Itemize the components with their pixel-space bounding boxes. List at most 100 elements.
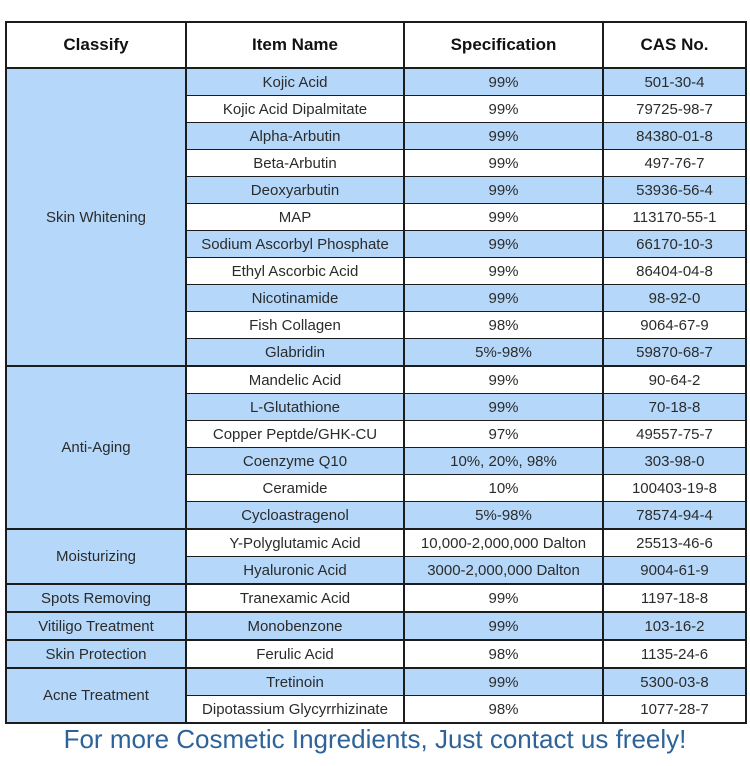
- cell-specification: 99%: [403, 583, 604, 613]
- cell-cas-no: 9004-61-9: [602, 556, 747, 585]
- cell-specification: 99%: [403, 667, 604, 696]
- ingredients-table-body: Skin Whitening Kojic Acid 99% 501-30-4 Kojic…: [5, 67, 747, 724]
- cell-item-name: Glabridin: [185, 338, 405, 367]
- table-row: Fish Collagen 98% 9064-67-9: [6, 311, 747, 339]
- cell-specification: 99%: [403, 611, 604, 641]
- table-row: Glabridin 5%-98% 59870-68-7: [6, 338, 747, 367]
- table-row: Copper Peptde/GHK-CU 97% 49557-75-7: [6, 420, 747, 448]
- col-header-cas-no: CAS No.: [602, 21, 747, 69]
- cell-specification: 99%: [403, 67, 604, 96]
- cell-cas-no: 25513-46-6: [602, 528, 747, 557]
- cell-item-name: Deoxyarbutin: [185, 176, 405, 204]
- classify-cell: Skin Whitening: [5, 67, 187, 367]
- cell-specification: 98%: [403, 639, 604, 669]
- cell-cas-no: 103-16-2: [602, 611, 747, 641]
- table-row: Anti-Aging Mandelic Acid 99% 90-64-2: [5, 365, 747, 530]
- cell-item-name: Alpha-Arbutin: [185, 122, 405, 150]
- cell-item-name: Ethyl Ascorbic Acid: [185, 257, 405, 285]
- cell-item-name: Mandelic Acid: [185, 365, 405, 394]
- cell-item-name: Copper Peptde/GHK-CU: [185, 420, 405, 448]
- table-row: Hyaluronic Acid 3000-2,000,000 Dalton 9004…: [6, 556, 747, 585]
- table-row: Ethyl Ascorbic Acid 99% 86404-04-8: [6, 257, 747, 285]
- classify-cell: Anti-Aging: [5, 365, 187, 530]
- table-row: Ceramide 10% 100403-19-8: [6, 474, 747, 502]
- cell-specification: 97%: [403, 420, 604, 448]
- cell-specification: 98%: [403, 695, 604, 724]
- table-row: Kojic Acid Dipalmitate 99% 79725-98-7: [6, 95, 747, 123]
- footer-contact-text: For more Cosmetic Ingredients, Just cont…: [63, 724, 687, 754]
- cell-item-name: Ceramide: [185, 474, 405, 502]
- cell-cas-no: 497-76-7: [602, 149, 747, 177]
- cell-item-name: Nicotinamide: [185, 284, 405, 312]
- cell-cas-no: 100403-19-8: [602, 474, 747, 502]
- cell-cas-no: 1197-18-8: [602, 583, 747, 613]
- cell-cas-no: 53936-56-4: [602, 176, 747, 204]
- cell-specification: 3000-2,000,000 Dalton: [403, 556, 604, 585]
- cell-specification: 99%: [403, 365, 604, 394]
- cell-item-name: Monobenzone: [185, 611, 405, 641]
- cell-cas-no: 303-98-0: [602, 447, 747, 475]
- ingredients-table-container: Classify Item Name Specification CAS No.…: [5, 21, 747, 724]
- cell-item-name: Beta-Arbutin: [185, 149, 405, 177]
- table-row: Skin Protection Ferulic Acid 98% 1135-24-6: [5, 639, 747, 669]
- cell-cas-no: 1077-28-7: [602, 695, 747, 724]
- cell-item-name: Hyaluronic Acid: [185, 556, 405, 585]
- table-row: Dipotassium Glycyrrhizinate 98% 1077-28-7: [6, 695, 747, 724]
- cell-cas-no: 90-64-2: [602, 365, 747, 394]
- table-row: Deoxyarbutin 99% 53936-56-4: [6, 176, 747, 204]
- cell-specification: 99%: [403, 122, 604, 150]
- cell-specification: 10,000-2,000,000 Dalton: [403, 528, 604, 557]
- table-row: Skin Whitening Kojic Acid 99% 501-30-4: [5, 67, 747, 367]
- cell-specification: 99%: [403, 284, 604, 312]
- cell-specification: 98%: [403, 311, 604, 339]
- cell-specification: 5%-98%: [403, 338, 604, 367]
- table-row: Moisturizing Y-Polyglutamic Acid 10,000-2,…: [5, 528, 747, 585]
- cell-item-name: Coenzyme Q10: [185, 447, 405, 475]
- table-row: L-Glutathione 99% 70-18-8: [6, 393, 747, 421]
- cell-cas-no: 79725-98-7: [602, 95, 747, 123]
- cell-specification: 99%: [403, 149, 604, 177]
- ingredients-table: Classify Item Name Specification CAS No.…: [5, 21, 747, 724]
- cell-cas-no: 9064-67-9: [602, 311, 747, 339]
- classify-cell: Vitiligo Treatment: [5, 611, 187, 641]
- cell-cas-no: 86404-04-8: [602, 257, 747, 285]
- table-row: MAP 99% 113170-55-1: [6, 203, 747, 231]
- cell-specification: 10%: [403, 474, 604, 502]
- cell-cas-no: 49557-75-7: [602, 420, 747, 448]
- col-header-specification: Specification: [403, 21, 604, 69]
- classify-cell: Spots Removing: [5, 583, 187, 613]
- cell-item-name: Sodium Ascorbyl Phosphate: [185, 230, 405, 258]
- cell-specification: 99%: [403, 230, 604, 258]
- cell-item-name: Ferulic Acid: [185, 639, 405, 669]
- cell-cas-no: 5300-03-8: [602, 667, 747, 696]
- cell-specification: 10%, 20%, 98%: [403, 447, 604, 475]
- cell-cas-no: 66170-10-3: [602, 230, 747, 258]
- cell-cas-no: 78574-94-4: [602, 501, 747, 530]
- cell-specification: 99%: [403, 176, 604, 204]
- cell-specification: 5%-98%: [403, 501, 604, 530]
- cell-cas-no: 70-18-8: [602, 393, 747, 421]
- cell-item-name: MAP: [185, 203, 405, 231]
- cell-item-name: L-Glutathione: [185, 393, 405, 421]
- table-row: Acne Treatment Tretinoin 99% 5300-03-8: [5, 667, 747, 724]
- cell-specification: 99%: [403, 393, 604, 421]
- cell-item-name: Y-Polyglutamic Acid: [185, 528, 405, 557]
- table-row: Spots Removing Tranexamic Acid 99% 1197-18-…: [5, 583, 747, 613]
- cell-cas-no: 98-92-0: [602, 284, 747, 312]
- cell-cas-no: 113170-55-1: [602, 203, 747, 231]
- classify-cell: Skin Protection: [5, 639, 187, 669]
- col-header-classify: Classify: [5, 21, 187, 69]
- cell-cas-no: 84380-01-8: [602, 122, 747, 150]
- cell-item-name: Tranexamic Acid: [185, 583, 405, 613]
- cell-item-name: Kojic Acid Dipalmitate: [185, 95, 405, 123]
- classify-cell: Moisturizing: [5, 528, 187, 585]
- table-row: Coenzyme Q10 10%, 20%, 98% 303-98-0: [6, 447, 747, 475]
- cell-item-name: Cycloastragenol: [185, 501, 405, 530]
- cell-item-name: Dipotassium Glycyrrhizinate: [185, 695, 405, 724]
- table-row: Alpha-Arbutin 99% 84380-01-8: [6, 122, 747, 150]
- cell-cas-no: 1135-24-6: [602, 639, 747, 669]
- cell-specification: 99%: [403, 257, 604, 285]
- cell-item-name: Tretinoin: [185, 667, 405, 696]
- table-row: Beta-Arbutin 99% 497-76-7: [6, 149, 747, 177]
- col-header-item-name: Item Name: [185, 21, 405, 69]
